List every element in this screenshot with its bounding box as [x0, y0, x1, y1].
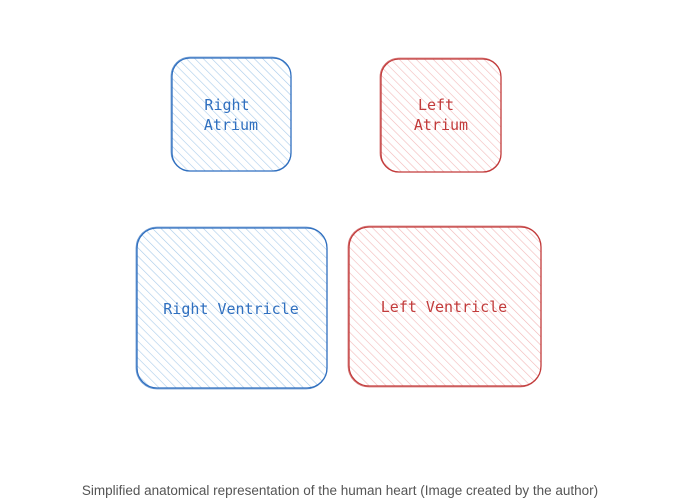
right-atrium-label-line1: Right [204, 96, 249, 114]
left-atrium-label-line1: Left [418, 96, 454, 114]
right-ventricle-label: Right Ventricle [163, 300, 298, 318]
left-ventricle-box: Left Ventricle [347, 225, 542, 388]
left-ventricle-label: Left Ventricle [381, 298, 507, 316]
right-ventricle-box: Right Ventricle [135, 226, 328, 390]
figure-caption: Simplified anatomical representation of … [81, 483, 599, 498]
heart-diagram: Right Atrium Left Atrium Right Ventricle… [135, 56, 542, 390]
right-atrium-label-line2: Atrium [204, 116, 258, 134]
left-atrium-box: Left Atrium [379, 57, 502, 173]
left-atrium-label-line2: Atrium [414, 116, 468, 134]
right-atrium-box: Right Atrium [170, 56, 292, 172]
